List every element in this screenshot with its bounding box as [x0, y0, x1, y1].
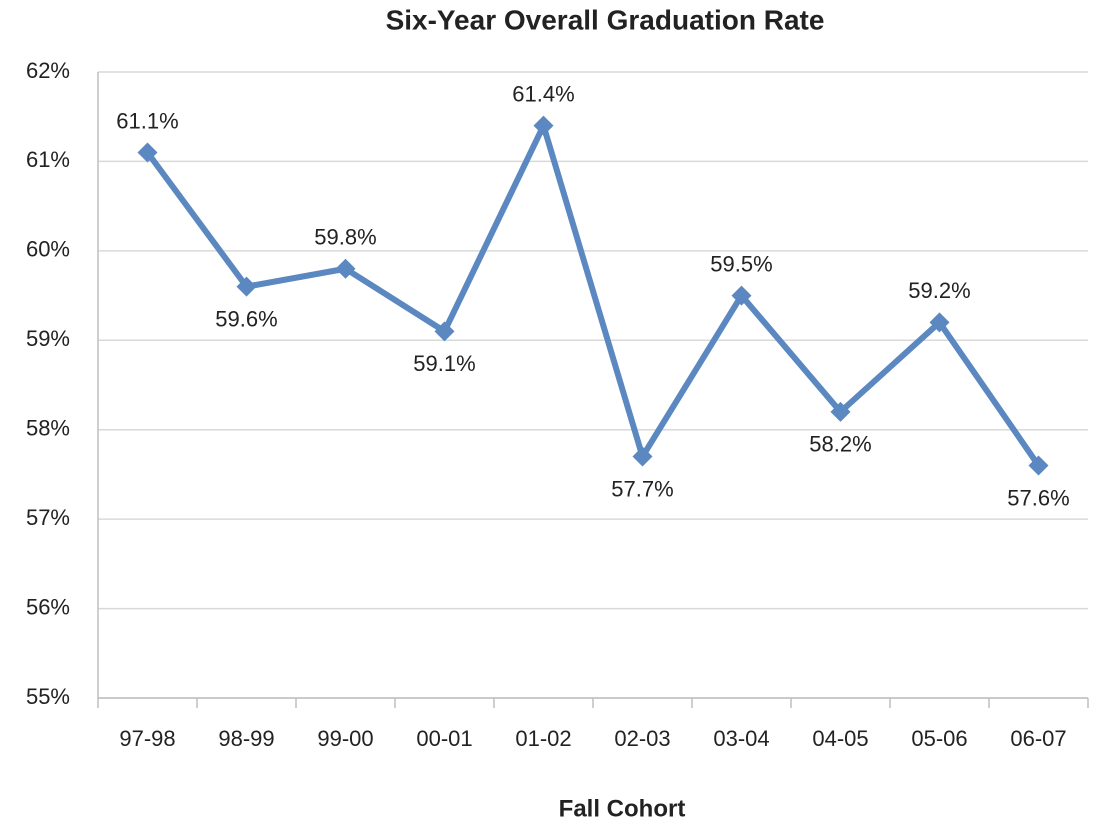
- x-tick-label: 00-01: [416, 726, 472, 751]
- y-tick-label: 56%: [26, 594, 70, 619]
- x-tick-label: 99-00: [317, 726, 373, 751]
- marker: [929, 312, 950, 333]
- marker: [731, 285, 752, 306]
- y-tick-label: 62%: [26, 58, 70, 83]
- data-label: 59.2%: [908, 278, 970, 303]
- x-axis-title: Fall Cohort: [559, 795, 686, 822]
- data-label: 57.7%: [611, 476, 673, 501]
- x-tick-label: 04-05: [812, 726, 868, 751]
- y-tick-label: 60%: [26, 237, 70, 262]
- data-label: 58.2%: [809, 432, 871, 457]
- data-label: 59.8%: [314, 225, 376, 250]
- x-tick-label: 97-98: [119, 726, 175, 751]
- y-tick-label: 57%: [26, 505, 70, 530]
- marker: [830, 401, 851, 422]
- data-label: 61.4%: [512, 81, 574, 106]
- data-label: 59.5%: [710, 251, 772, 276]
- x-tick-label: 05-06: [911, 726, 967, 751]
- data-label: 61.1%: [116, 108, 178, 133]
- x-tick-label: 06-07: [1010, 726, 1066, 751]
- x-tick-label: 02-03: [614, 726, 670, 751]
- marker: [1028, 455, 1049, 476]
- y-tick-label: 58%: [26, 416, 70, 441]
- x-tick-label: 03-04: [713, 726, 769, 751]
- data-label: 57.6%: [1007, 485, 1069, 510]
- y-tick-label: 55%: [26, 684, 70, 709]
- line: [145, 122, 1041, 468]
- marker: [137, 142, 158, 163]
- data-label: 59.6%: [215, 306, 277, 331]
- marker: [236, 276, 257, 297]
- chart-title: Six-Year Overall Graduation Rate: [386, 4, 825, 35]
- marker: [434, 321, 455, 342]
- data-label: 59.1%: [413, 351, 475, 376]
- marker: [632, 446, 653, 467]
- marker: [335, 258, 356, 279]
- y-tick-label: 61%: [26, 147, 70, 172]
- x-tick-label: 01-02: [515, 726, 571, 751]
- marker: [533, 115, 554, 136]
- x-tick-label: 98-99: [218, 726, 274, 751]
- y-tick-label: 59%: [26, 326, 70, 351]
